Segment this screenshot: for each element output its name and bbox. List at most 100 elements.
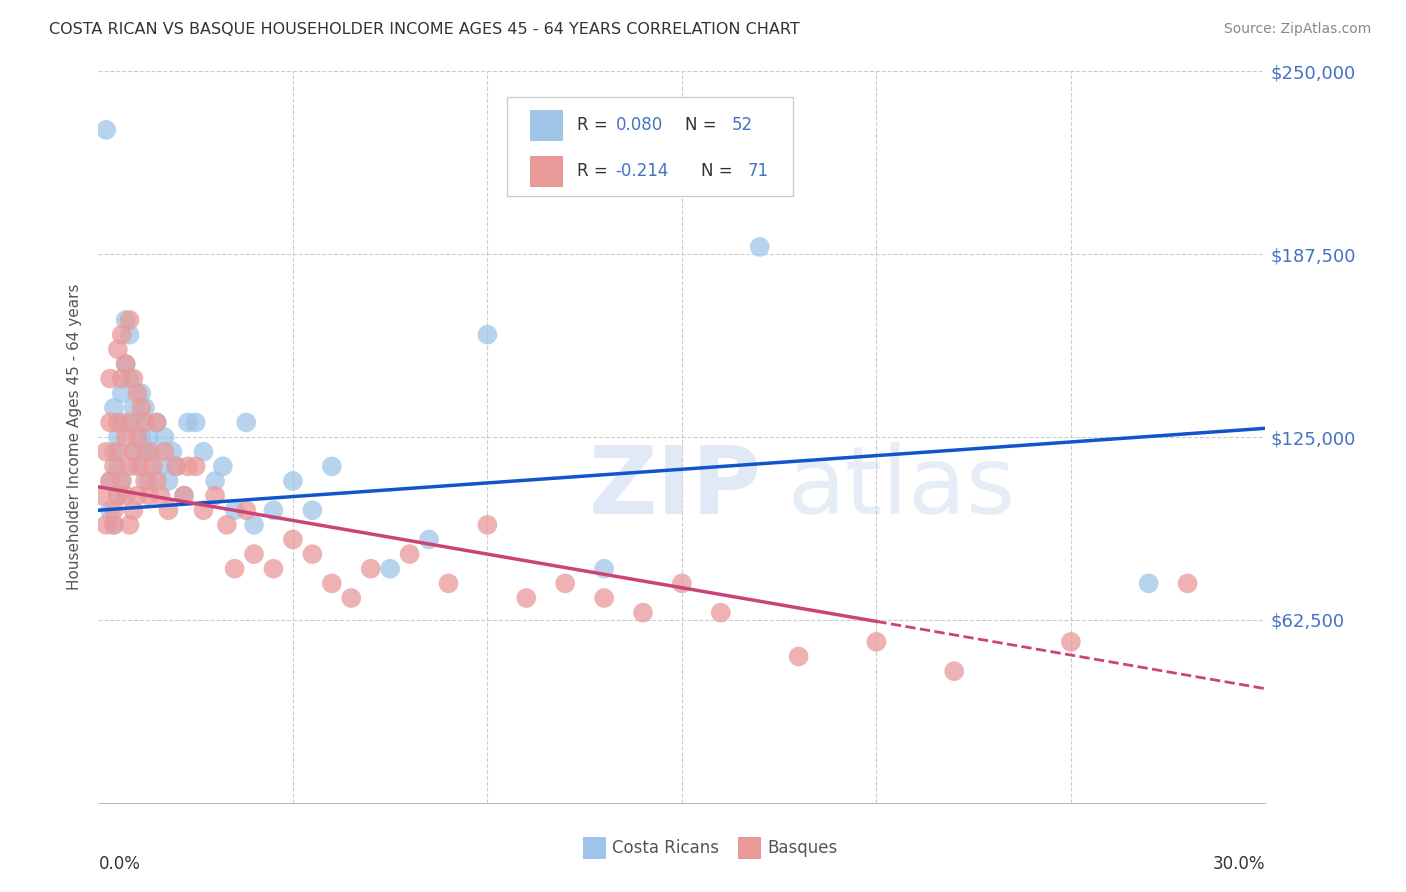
Point <box>129 386 152 401</box>
Point <box>103 444 125 458</box>
Point <box>107 459 129 474</box>
Point <box>146 474 169 488</box>
Point <box>107 444 129 458</box>
Point <box>118 313 141 327</box>
Point <box>134 416 156 430</box>
Point <box>127 416 149 430</box>
Point <box>138 430 160 444</box>
Point <box>138 474 160 488</box>
Point <box>96 123 118 137</box>
Point <box>114 357 136 371</box>
Point <box>184 459 207 474</box>
Point <box>111 327 134 342</box>
Point <box>262 562 284 576</box>
Point <box>321 459 343 474</box>
Point <box>129 430 152 444</box>
Point <box>243 547 266 561</box>
Text: R =: R = <box>576 162 613 180</box>
Point <box>787 649 810 664</box>
Point <box>593 562 616 576</box>
FancyBboxPatch shape <box>508 97 793 195</box>
Point <box>91 489 114 503</box>
Point <box>142 459 165 474</box>
Point <box>111 474 134 488</box>
Point <box>301 547 323 561</box>
Point <box>146 416 169 430</box>
Point <box>943 664 966 678</box>
Point <box>157 474 180 488</box>
Point <box>149 489 172 503</box>
Point <box>122 503 145 517</box>
Point <box>98 474 121 488</box>
Y-axis label: Householder Income Ages 45 - 64 years: Householder Income Ages 45 - 64 years <box>67 284 83 591</box>
Point <box>204 489 226 503</box>
Text: 52: 52 <box>733 117 754 135</box>
Point <box>134 444 156 458</box>
Point <box>98 416 121 430</box>
Point <box>107 489 129 503</box>
Point <box>96 517 118 532</box>
Point <box>114 430 136 444</box>
Point <box>224 562 246 576</box>
Point <box>360 562 382 576</box>
Point <box>134 401 156 415</box>
Point <box>111 371 134 385</box>
Point <box>477 517 499 532</box>
Point <box>398 547 420 561</box>
Point <box>129 401 152 415</box>
Point <box>103 401 125 415</box>
Text: ZIP: ZIP <box>589 442 762 534</box>
Point <box>127 430 149 444</box>
Point <box>157 503 180 517</box>
Text: Basques: Basques <box>768 839 838 857</box>
Point <box>146 416 169 430</box>
Text: 71: 71 <box>747 162 769 180</box>
Point <box>281 533 304 547</box>
Point <box>118 459 141 474</box>
Point <box>98 371 121 385</box>
Point <box>437 576 460 591</box>
Text: 0.080: 0.080 <box>616 117 662 135</box>
Text: R =: R = <box>576 117 613 135</box>
Point <box>865 635 887 649</box>
Point <box>340 591 363 605</box>
Point <box>103 517 125 532</box>
Point <box>173 489 195 503</box>
Point <box>177 416 200 430</box>
Text: -0.214: -0.214 <box>616 162 669 180</box>
Point <box>114 357 136 371</box>
Point <box>224 503 246 517</box>
Point <box>98 474 121 488</box>
Point <box>243 517 266 532</box>
Bar <box>530 110 562 141</box>
Point <box>165 459 187 474</box>
Point <box>235 503 257 517</box>
Point <box>418 533 440 547</box>
Point <box>177 459 200 474</box>
Point <box>118 327 141 342</box>
Bar <box>530 156 562 186</box>
Point <box>710 606 733 620</box>
Point <box>107 430 129 444</box>
Point <box>114 489 136 503</box>
Point <box>593 591 616 605</box>
Point <box>114 313 136 327</box>
Text: N =: N = <box>700 162 738 180</box>
Point <box>103 503 125 517</box>
Point <box>321 576 343 591</box>
Point <box>554 576 576 591</box>
Point <box>193 444 215 458</box>
Point <box>142 444 165 458</box>
Text: Source: ZipAtlas.com: Source: ZipAtlas.com <box>1223 22 1371 37</box>
Point <box>122 371 145 385</box>
Point <box>1060 635 1083 649</box>
Point <box>122 401 145 415</box>
Point <box>153 444 176 458</box>
Point <box>477 327 499 342</box>
Point <box>1177 576 1199 591</box>
Point <box>111 416 134 430</box>
Point <box>184 416 207 430</box>
Point <box>107 343 129 357</box>
Point <box>122 444 145 458</box>
Point <box>138 489 160 503</box>
